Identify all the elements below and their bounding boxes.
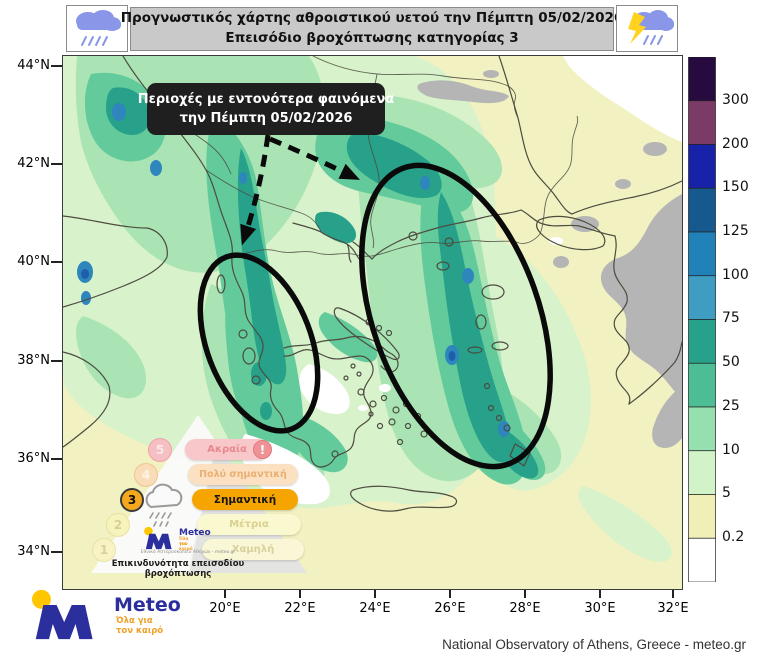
colorbar-label-125: 125 [722, 223, 749, 239]
map-title-line2: Επεισόδιο βροχόπτωσης κατηγορίας 3 [225, 30, 519, 46]
meteo-logo-tagline1: Όλα για [116, 616, 153, 626]
highlight-ellipse-west [197, 252, 321, 434]
lon-label-20e: 20°E [209, 601, 241, 616]
lat-tick [51, 551, 62, 553]
arrow-to-west-ellipse [240, 134, 271, 246]
risk-pill-very-significant: Πολύ σημαντική [188, 464, 298, 485]
pyramid-caption: Επικινδυνότητα επεισοδίου βροχόπτωσης [111, 559, 245, 579]
lon-tick [672, 589, 674, 598]
arrow-to-east-ellipse [269, 136, 361, 180]
highlight-ellipses [197, 162, 553, 470]
mini-meteo-logo: Meteo Όλα για τον καιρό [143, 526, 211, 554]
lat-label-42n: 42°N [17, 156, 50, 171]
map-title-bar: Προγνωστικός χάρτης αθροιστικού υετού τη… [121, 7, 623, 51]
precipitation-colorbar [688, 57, 716, 582]
meteo-logo-tagline2: τον καιρό [116, 626, 164, 636]
alert-icon: ! [253, 440, 272, 459]
colorbar-label-75: 75 [722, 310, 740, 326]
colorbar-label-100: 100 [722, 267, 749, 283]
lon-label-28e: 28°E [509, 601, 541, 616]
risk-pill-significant-active: Σημαντική [192, 489, 298, 510]
mini-meteo-logo-mark [144, 526, 172, 550]
colorbar-label-5: 5 [722, 485, 731, 501]
lon-label-24e: 24°E [359, 601, 391, 616]
lat-label-36n: 36°N [17, 451, 50, 466]
colorbar-label-150: 150 [722, 179, 749, 195]
mini-logo-name: Meteo [179, 528, 211, 538]
annotation-line2: την Πέμπτη 05/02/2026 [179, 111, 353, 126]
risk-pyramid-legend: 5 4 3 2 1 Ακραία ! Πολύ σημαντική Σημαντ… [85, 413, 320, 581]
lat-tick [51, 65, 62, 67]
risk-pill-significant-label: Σημαντική [213, 493, 277, 506]
lon-tick [224, 589, 226, 598]
annotation-line1: Περιοχές με εντονότερα φαινόμενα [137, 91, 395, 107]
lon-label-26e: 26°E [434, 601, 466, 616]
colorbar-label-10: 10 [722, 442, 740, 458]
mini-logo-tagline2: τον καιρό [179, 542, 193, 552]
risk-level-circle-4: 4 [134, 463, 158, 487]
pyramid-source-text: Εθνικό Αστεροσκοπείο Αθηνών - meteo.gr [140, 550, 236, 555]
lon-tick [524, 589, 526, 598]
lon-label-30e: 30°E [584, 601, 616, 616]
colorbar-label-200: 200 [722, 136, 749, 152]
mini-logo-tagline1: Όλα για [179, 537, 189, 547]
lon-tick [449, 589, 451, 598]
rain-cloud-icon [66, 5, 128, 52]
lon-label-22e: 22°E [284, 601, 316, 616]
annotation-arrows [240, 134, 361, 246]
risk-pill-low-label: Χαμηλή [231, 544, 275, 555]
colorbar-label-0-2: 0.2 [722, 529, 745, 545]
storm-cloud-icon [616, 5, 678, 52]
risk-pill-extreme-label: Ακραία [207, 444, 247, 455]
lat-tick [51, 458, 62, 460]
risk-pill-very-significant-label: Πολύ σημαντική [199, 469, 287, 480]
risk-pill-moderate: Μέτρια [197, 514, 301, 535]
colorbar-label-25: 25 [722, 398, 740, 414]
lat-label-44n: 44°N [17, 58, 50, 73]
lat-tick [51, 163, 62, 165]
lightning-icon [628, 12, 646, 44]
rain-cloud-outline-icon [145, 483, 183, 527]
risk-pill-extreme: Ακραία [185, 439, 269, 460]
meteo-logo: Meteo Όλα για τον καιρό [30, 588, 250, 658]
lat-label-34n: 34°N [17, 544, 50, 559]
meteo-logo-name: Meteo [114, 594, 181, 616]
highlight-ellipse-east [359, 162, 553, 470]
colorbar-label-50: 50 [722, 354, 740, 370]
colorbar-label-300: 300 [722, 92, 749, 108]
map-title-line1: Προγνωστικός χάρτης αθροιστικού υετού τη… [120, 10, 624, 27]
lon-tick [599, 589, 601, 598]
lat-label-40n: 40°N [17, 254, 50, 269]
lat-tick [51, 360, 62, 362]
risk-level-circle-5: 5 [148, 438, 172, 462]
risk-pill-moderate-label: Μέτρια [229, 519, 269, 530]
lon-label-32e: 32°E [657, 601, 689, 616]
lat-label-38n: 38°N [17, 353, 50, 368]
attribution-text: National Observatory of Athens, Greece -… [442, 637, 746, 652]
risk-level-circle-2: 2 [106, 513, 130, 537]
risk-level-circle-1: 1 [92, 538, 116, 562]
lon-tick [299, 589, 301, 598]
lon-tick [374, 589, 376, 598]
annotation-box: Περιοχές με εντονότερα φαινόμενα την Πέμ… [138, 83, 394, 135]
risk-level-circle-3-active: 3 [120, 488, 144, 512]
meteo-logo-mark [31, 589, 93, 640]
risk-pill-low: Χαμηλή [202, 539, 304, 560]
precip-extreme-core-layer [81, 269, 456, 361]
lat-tick [51, 261, 62, 263]
nodata-gray-layer [417, 70, 682, 448]
